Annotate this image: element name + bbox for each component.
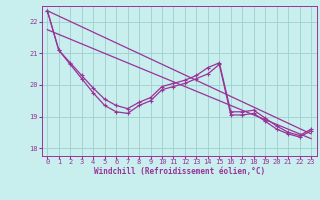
X-axis label: Windchill (Refroidissement éolien,°C): Windchill (Refroidissement éolien,°C) [94, 167, 265, 176]
